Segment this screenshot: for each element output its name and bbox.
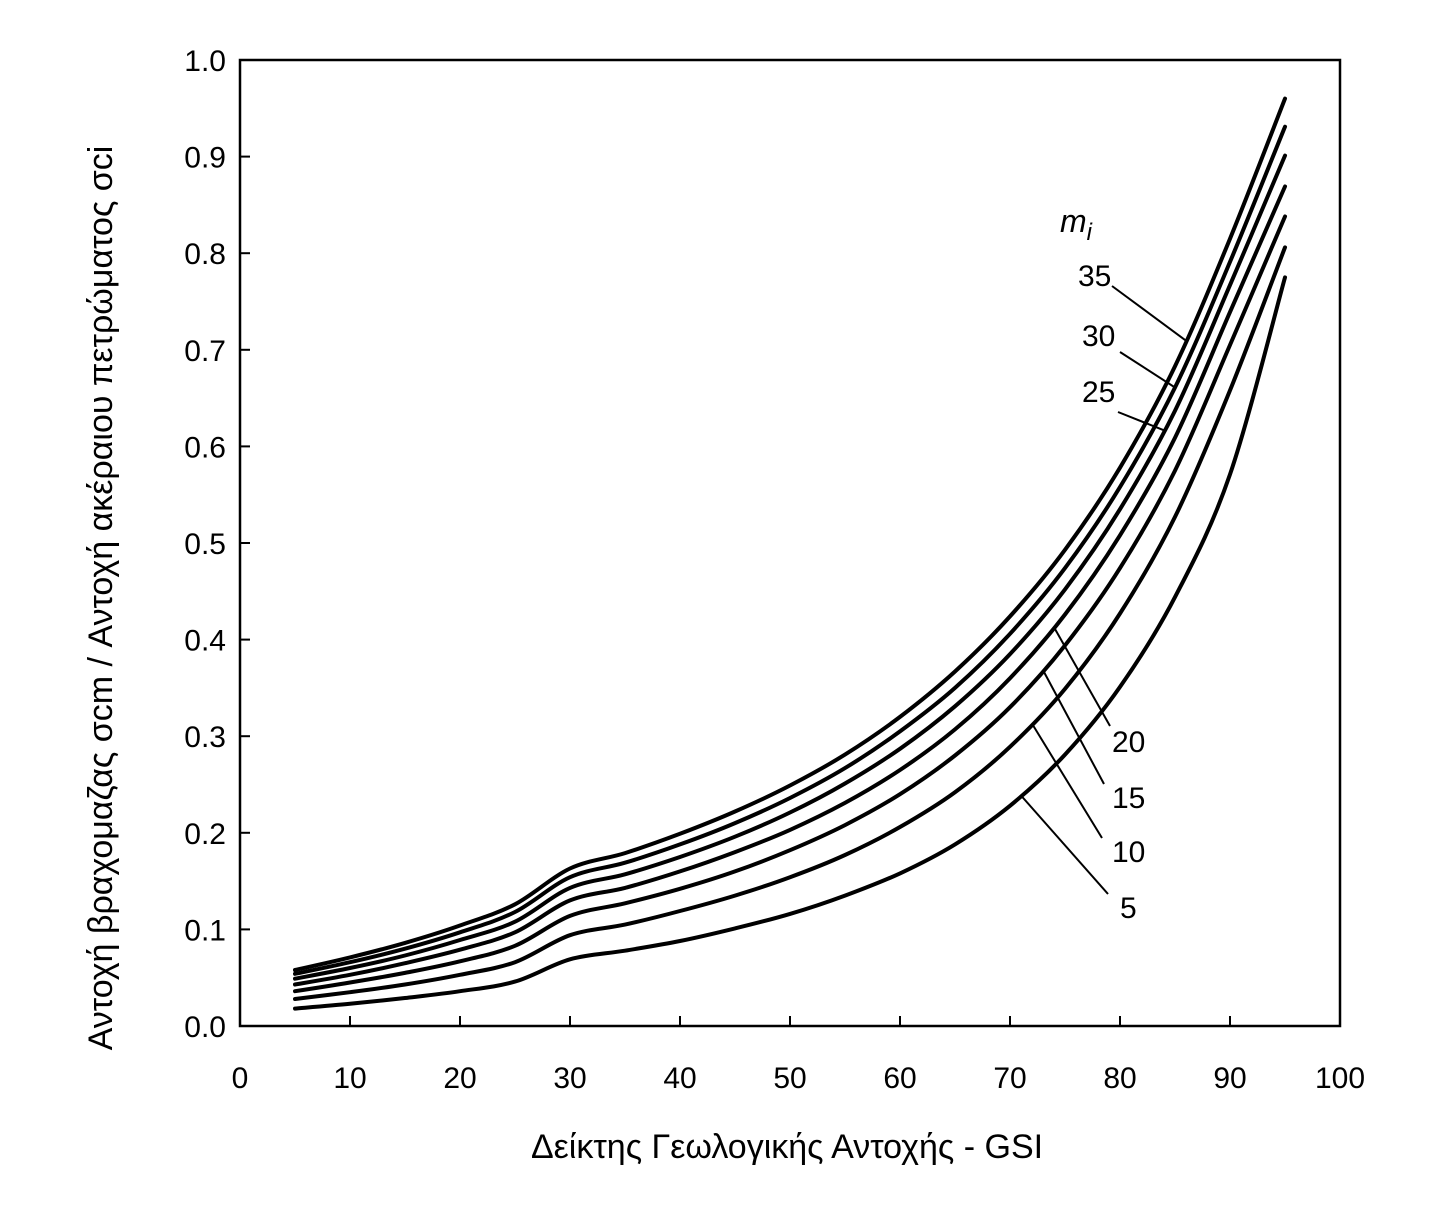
x-axis-title: Δείκτης Γεωλογικής Αντοχής - GSI [531, 1128, 1043, 1166]
x-tick-label: 30 [553, 1062, 586, 1095]
y-tick-label: 0.5 [184, 528, 226, 561]
x-ticks: 0 10 20 30 40 50 60 70 80 90 100 [232, 1016, 1365, 1095]
y-tick-label: 0.3 [184, 721, 226, 754]
leader-line-mi-10 [1031, 723, 1103, 839]
y-tick-label: 0.0 [184, 1011, 226, 1044]
leader-line-mi-35 [1111, 285, 1187, 342]
series-line-mi-10 [293, 245, 1287, 1001]
curve-label-mi-35: 35 [1078, 260, 1111, 293]
x-tick-label: 0 [232, 1062, 249, 1095]
y-tick-label: 0.9 [184, 142, 226, 175]
series-line-mi-35 [293, 96, 1287, 972]
y-axis-title: Αντοχή βραχομαζας σcm / Αντοχή ακέραιου … [82, 146, 120, 1051]
x-tick-label: 60 [883, 1062, 916, 1095]
legend-title-sub: i [1087, 219, 1093, 246]
curve-label-mi-25: 25 [1082, 376, 1115, 409]
curve-label-mi-5: 5 [1120, 892, 1137, 925]
legend-title: mi [1060, 203, 1093, 246]
series-line-mi-5 [293, 275, 1287, 1011]
curve-label-mi-10: 10 [1112, 836, 1145, 869]
y-tick-label: 1.0 [184, 45, 226, 78]
series-line-mi-15 [293, 214, 1287, 994]
x-tick-label: 50 [773, 1062, 806, 1095]
x-tick-label: 70 [993, 1062, 1026, 1095]
leader-line-mi-30 [1119, 351, 1176, 389]
series-line-mi-30 [293, 124, 1287, 976]
x-tick-label: 90 [1213, 1062, 1246, 1095]
curve-label-mi-30: 30 [1082, 320, 1115, 353]
x-tick-label: 80 [1103, 1062, 1136, 1095]
x-tick-label: 10 [333, 1062, 366, 1095]
series-line-mi-20 [293, 184, 1287, 987]
legend-title-main: m [1060, 203, 1087, 239]
x-tick-label: 100 [1315, 1062, 1365, 1095]
y-tick-label: 0.2 [184, 818, 226, 851]
curve-label-mi-15: 15 [1112, 782, 1145, 815]
y-tick-label: 0.7 [184, 335, 226, 368]
plot-frame [238, 58, 1342, 1028]
leader-line-mi-5 [1020, 794, 1109, 895]
y-tick-label: 0.4 [184, 625, 226, 658]
curve-label-mi-20: 20 [1112, 726, 1145, 759]
x-tick-label: 40 [663, 1062, 696, 1095]
curve-labels: 5 10 15 20 25 30 35 [1078, 260, 1145, 925]
x-tick-label: 20 [443, 1062, 476, 1095]
curves [293, 96, 1287, 1011]
y-ticks: 0.0 0.1 0.2 0.3 0.4 0.5 0.6 0.7 0.8 0.9 1.0 [184, 45, 250, 1044]
series-line-mi-25 [293, 153, 1287, 981]
leader-line-mi-15 [1042, 669, 1105, 785]
y-tick-label: 0.1 [184, 914, 226, 947]
y-tick-label: 0.6 [184, 431, 226, 464]
leader-line-mi-25 [1117, 411, 1165, 432]
y-tick-label: 0.8 [184, 238, 226, 271]
leader-line-mi-20 [1053, 626, 1111, 727]
label-leaders [1020, 285, 1187, 895]
